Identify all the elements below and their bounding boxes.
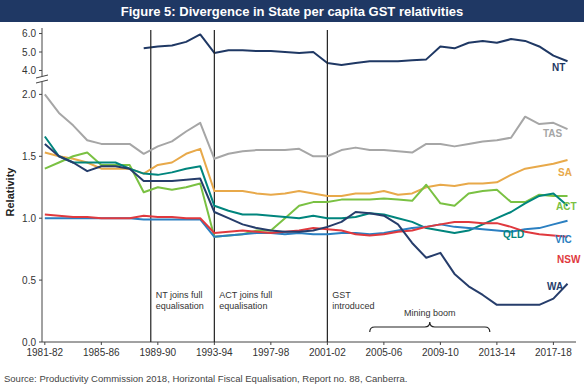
x-tick <box>214 342 215 345</box>
x-tick-label: 1989-90 <box>139 347 176 358</box>
annotation-line <box>327 30 328 342</box>
series-label: WA <box>547 281 563 292</box>
y-tick <box>39 156 42 157</box>
series-line <box>45 214 568 236</box>
y-tick-label: 2.0 <box>22 89 36 100</box>
x-tick-label: 2009-10 <box>422 347 459 358</box>
panel-1: 0.0 0.5 1.0 1.5 2.0 1981-82 1985-86 1989-90 1993… <box>4 30 581 384</box>
x-tick-label: 1993-94 <box>196 347 233 358</box>
x-tick-label: 2001-02 <box>309 347 346 358</box>
chart-canvas: Figure 5: Divergence in State per capita… <box>0 0 584 389</box>
panel-0: 4.0 5.0 6.0 NT <box>22 28 567 76</box>
title-banner <box>0 0 584 22</box>
y-tick-label: 6.0 <box>22 28 36 39</box>
x-tick-label: 1985-86 <box>83 347 120 358</box>
y-axis-line <box>42 82 43 342</box>
series-line <box>45 218 568 237</box>
series-label: VIC <box>555 234 572 245</box>
x-tick <box>383 342 384 345</box>
x-tick <box>496 342 497 345</box>
annotation-line <box>150 30 151 342</box>
series-label: ACT <box>556 201 577 212</box>
annotation-text: introduced <box>332 301 374 311</box>
y-tick <box>39 33 42 34</box>
x-tick-label: 2005-06 <box>366 347 403 358</box>
range-label: Mining boom <box>404 308 456 318</box>
series-line <box>144 34 568 64</box>
annotation-text: ACT joins full <box>219 290 272 300</box>
range-brace <box>370 322 490 332</box>
x-tick <box>440 342 441 345</box>
axis-break <box>36 75 48 83</box>
x-tick-label: 1997-98 <box>253 347 290 358</box>
y-tick-label: 5.0 <box>22 47 36 58</box>
source-note: Source: Productivity Commission 2018, Ho… <box>4 373 407 384</box>
series-label: TAS <box>543 128 563 139</box>
series-line <box>45 149 568 196</box>
y-tick <box>39 218 42 219</box>
y-tick-label: 4.0 <box>22 65 36 76</box>
x-tick-label: 1981-82 <box>26 347 63 358</box>
series-label: NSW <box>557 254 581 265</box>
series-label: QLD <box>503 229 524 240</box>
annotation-text: GST <box>332 290 351 300</box>
annotation-text: equalisation <box>219 301 267 311</box>
y-tick-label: 1.0 <box>22 213 36 224</box>
data-group <box>45 94 568 304</box>
x-tick <box>101 342 102 345</box>
annotation-text: NT joins full <box>156 290 203 300</box>
y-tick-label: 0.0 <box>22 337 36 348</box>
y-tick <box>39 94 42 95</box>
annotation-line <box>214 30 215 342</box>
annotation-text: equalisation <box>156 301 204 311</box>
x-tick <box>44 342 45 345</box>
x-tick <box>553 342 554 345</box>
x-tick-label: 2013-14 <box>479 347 516 358</box>
title: Figure 5: Divergence in State per capita… <box>121 4 463 19</box>
y-tick <box>39 52 42 53</box>
series-line <box>45 144 568 305</box>
y-tick <box>39 342 42 343</box>
y-tick-label: 0.5 <box>22 275 36 286</box>
series-label: NT <box>552 62 565 73</box>
x-axis-line <box>42 342 576 343</box>
y-axis-label: Relativity <box>4 167 16 217</box>
data-group <box>144 34 568 64</box>
x-tick <box>157 342 158 345</box>
series-label: SA <box>558 167 572 178</box>
series-line <box>45 94 568 158</box>
x-tick-label: 2017-18 <box>535 347 572 358</box>
y-tick <box>39 280 42 281</box>
y-tick-label: 1.5 <box>22 151 36 162</box>
y-tick <box>39 70 42 71</box>
x-tick <box>327 342 328 345</box>
x-tick <box>270 342 271 345</box>
